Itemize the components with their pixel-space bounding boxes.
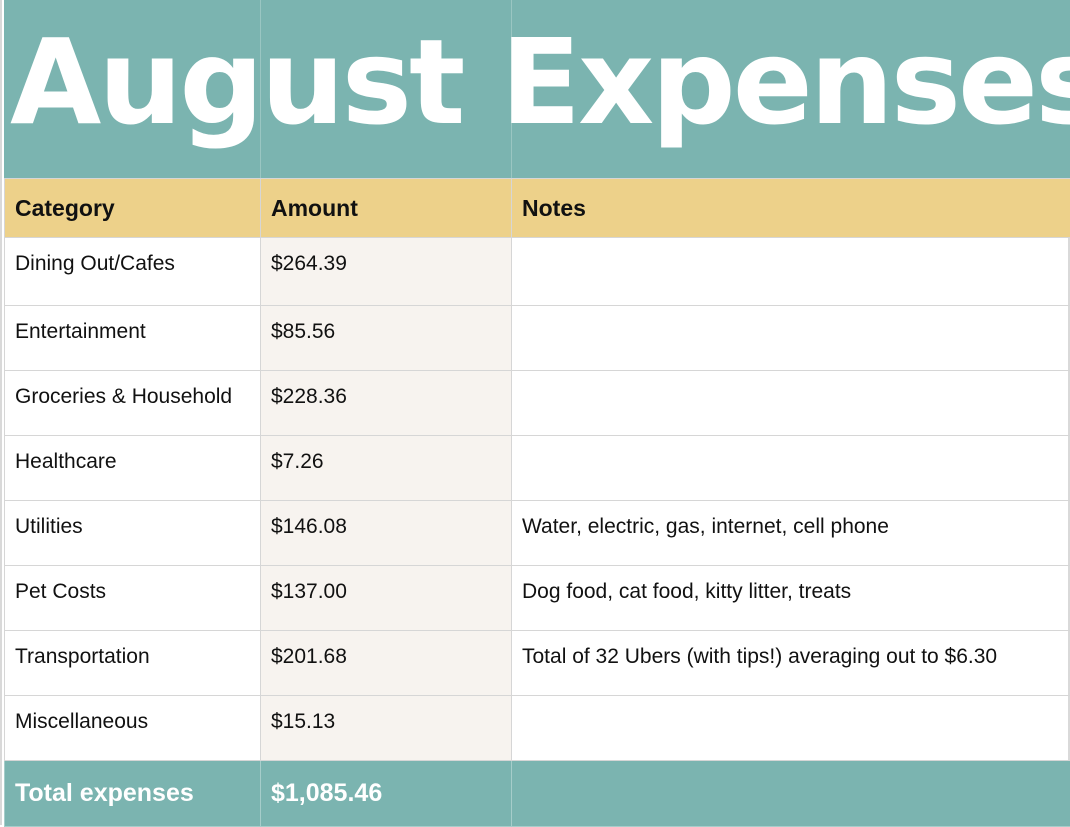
category-cell[interactable]: Dining Out/Cafes	[5, 238, 261, 306]
amount-cell[interactable]: $228.36	[261, 371, 512, 436]
table-row: Transportation $201.68 Total of 32 Ubers…	[5, 631, 1070, 696]
category-cell[interactable]: Utilities	[5, 501, 261, 566]
column-header-amount[interactable]: Amount	[261, 179, 512, 238]
notes-cell[interactable]: Total of 32 Ubers (with tips!) averaging…	[512, 631, 1070, 696]
amount-cell[interactable]: $137.00	[261, 566, 512, 631]
category-cell[interactable]: Pet Costs	[5, 566, 261, 631]
title-banner[interactable]: August Expenses	[4, 0, 1070, 178]
notes-cell[interactable]	[512, 696, 1070, 761]
amount-cell[interactable]: $85.56	[261, 306, 512, 371]
category-cell[interactable]: Entertainment	[5, 306, 261, 371]
category-cell[interactable]: Miscellaneous	[5, 696, 261, 761]
expenses-table: Category Amount Notes Dining Out/Cafes $…	[4, 178, 1070, 827]
total-label-cell[interactable]: Total expenses	[5, 761, 261, 827]
table-row: Healthcare $7.26	[5, 436, 1070, 501]
page-title: August Expenses	[10, 2, 1070, 162]
amount-cell[interactable]: $201.68	[261, 631, 512, 696]
column-header-notes[interactable]: Notes	[512, 179, 1070, 238]
total-notes-cell[interactable]	[512, 761, 1070, 827]
header-row: Category Amount Notes	[5, 179, 1070, 238]
notes-cell[interactable]: Dog food, cat food, kitty litter, treats	[512, 566, 1070, 631]
total-amount-cell[interactable]: $1,085.46	[261, 761, 512, 827]
notes-cell[interactable]: Water, electric, gas, internet, cell pho…	[512, 501, 1070, 566]
total-row: Total expenses $1,085.46	[5, 761, 1070, 827]
table-row: Miscellaneous $15.13	[5, 696, 1070, 761]
table-row: Groceries & Household $228.36	[5, 371, 1070, 436]
notes-cell[interactable]	[512, 306, 1070, 371]
category-cell[interactable]: Groceries & Household	[5, 371, 261, 436]
notes-cell[interactable]	[512, 436, 1070, 501]
table-row: Pet Costs $137.00 Dog food, cat food, ki…	[5, 566, 1070, 631]
category-cell[interactable]: Transportation	[5, 631, 261, 696]
category-cell[interactable]: Healthcare	[5, 436, 261, 501]
amount-cell[interactable]: $15.13	[261, 696, 512, 761]
amount-cell[interactable]: $7.26	[261, 436, 512, 501]
column-header-category[interactable]: Category	[5, 179, 261, 238]
amount-cell[interactable]: $146.08	[261, 501, 512, 566]
notes-cell[interactable]	[512, 238, 1070, 306]
table-row: Utilities $146.08 Water, electric, gas, …	[5, 501, 1070, 566]
table-row: Dining Out/Cafes $264.39	[5, 238, 1070, 306]
table-row: Entertainment $85.56	[5, 306, 1070, 371]
amount-cell[interactable]: $264.39	[261, 238, 512, 306]
notes-cell[interactable]	[512, 371, 1070, 436]
